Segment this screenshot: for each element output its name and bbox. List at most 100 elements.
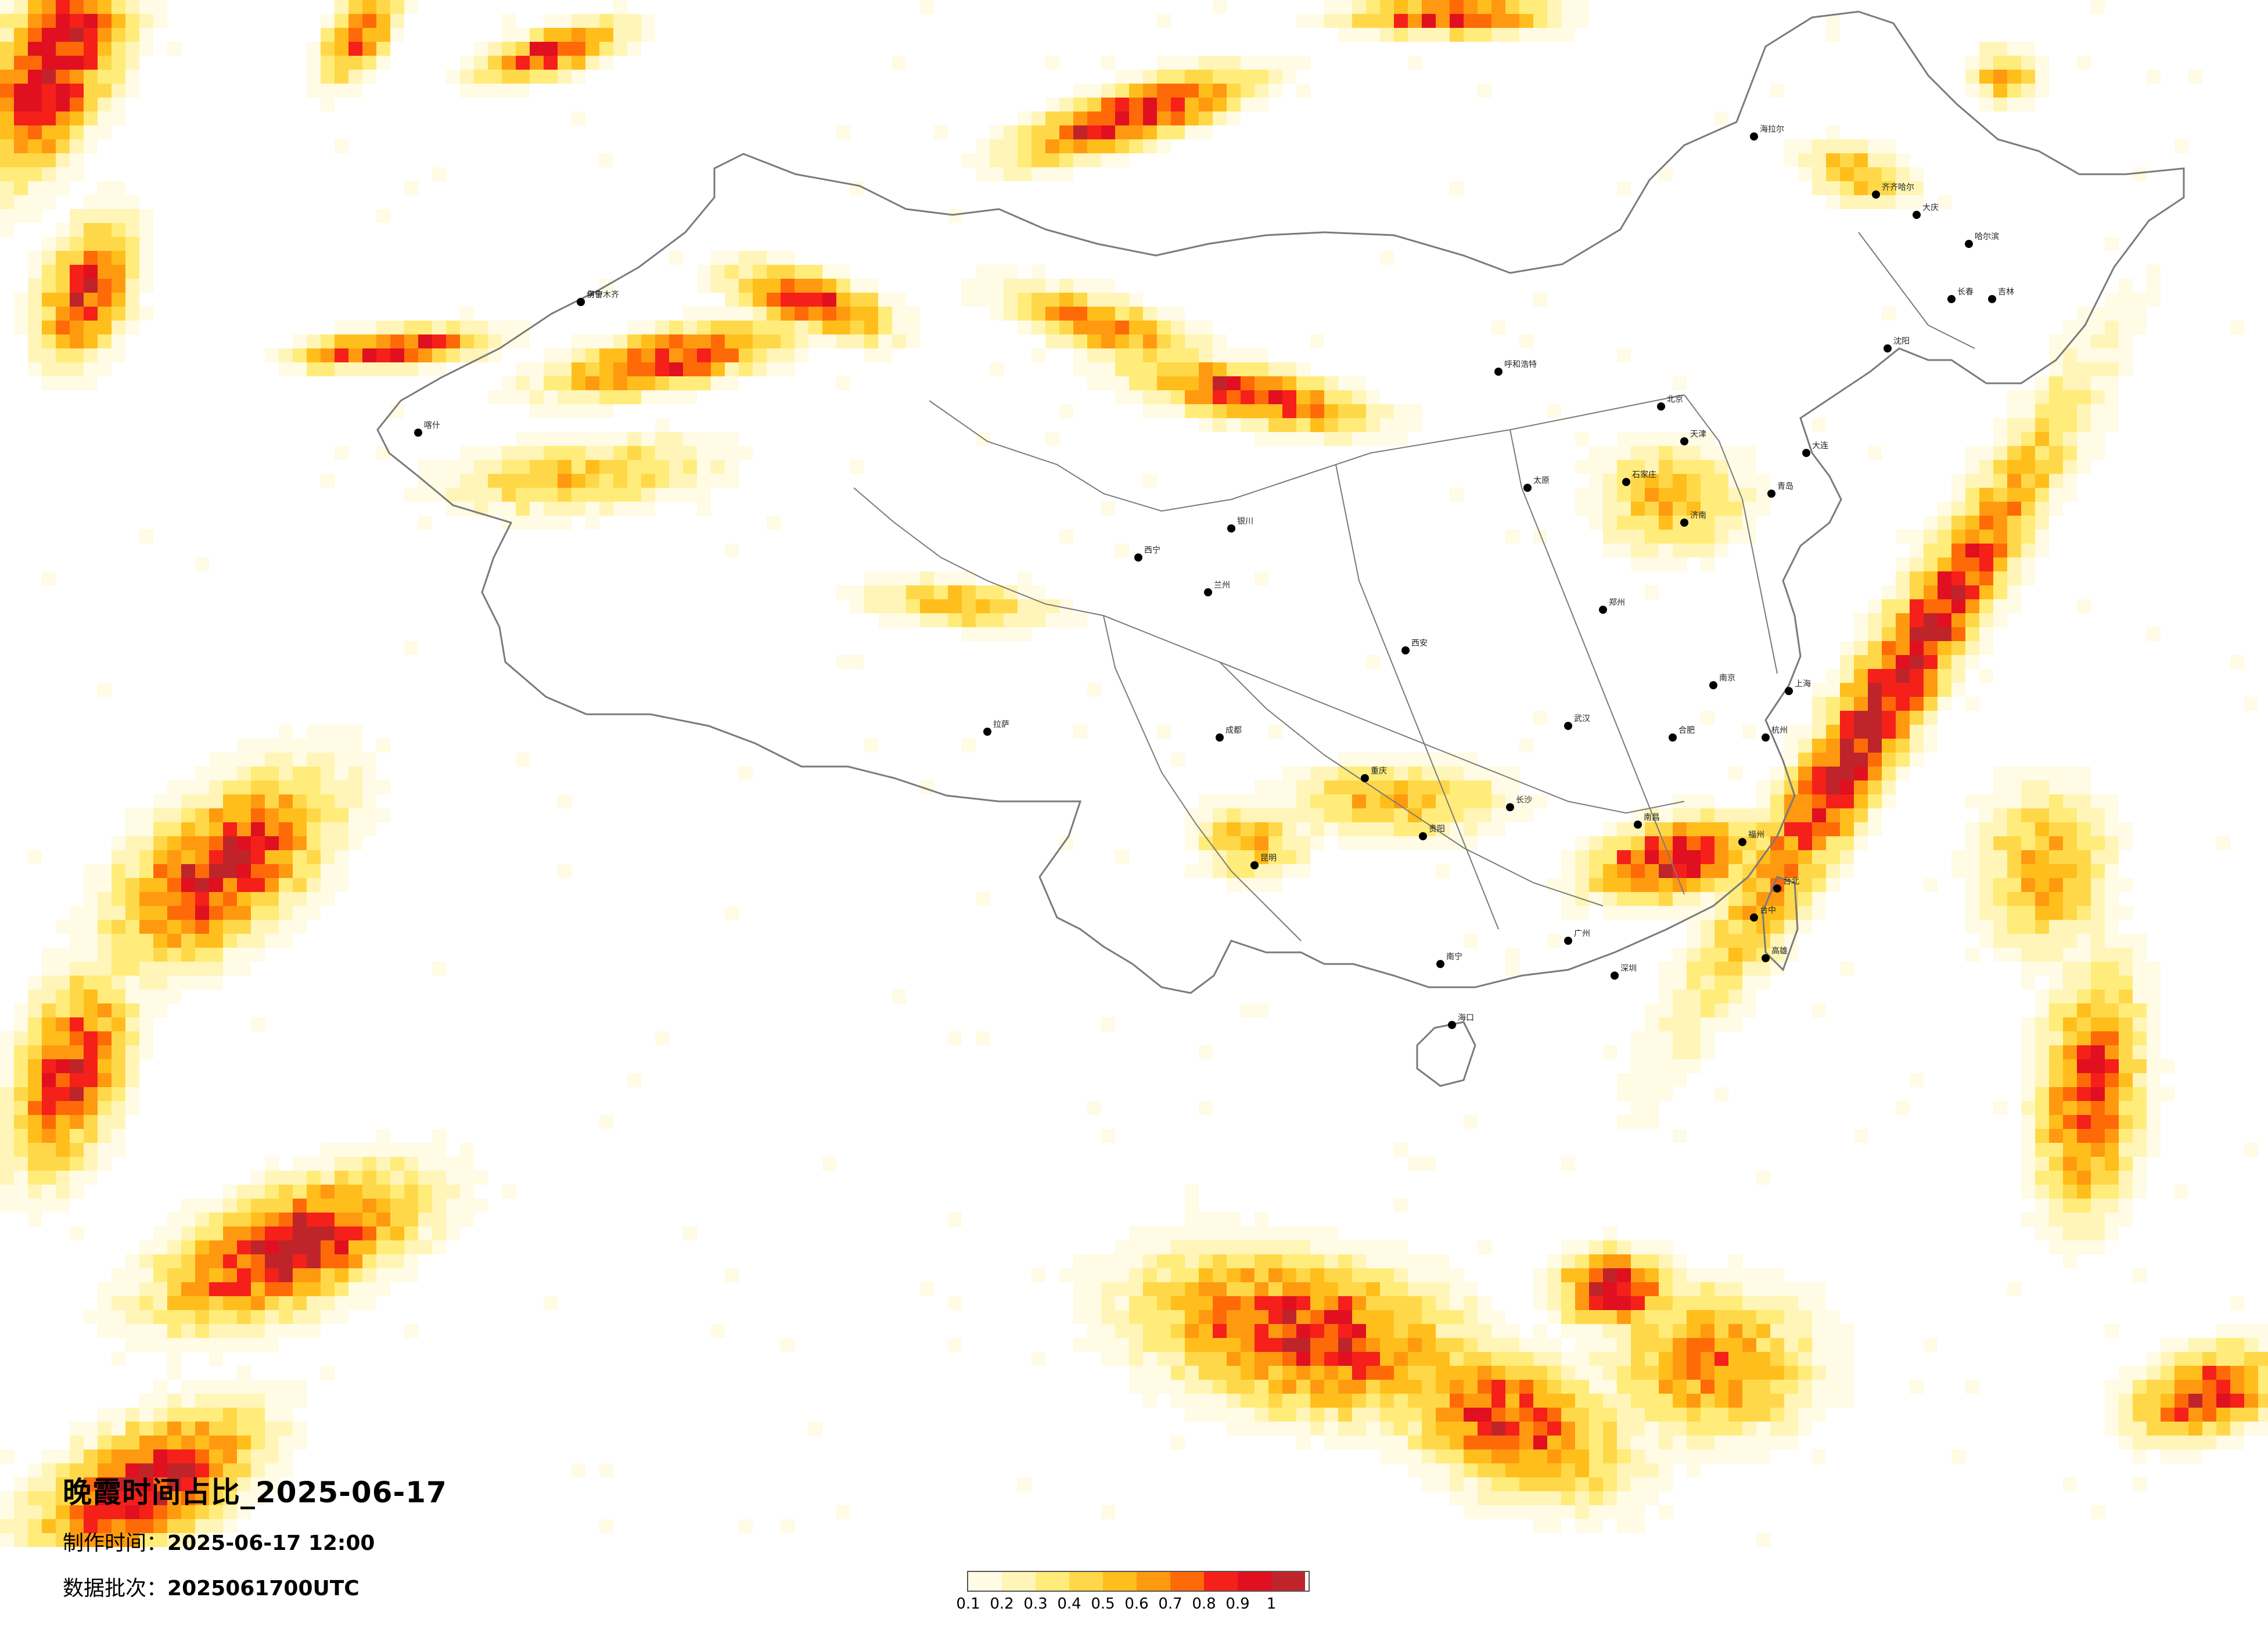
heat-cell	[70, 1519, 84, 1533]
heat-cell	[1854, 711, 1868, 725]
heat-cell	[1059, 530, 1073, 544]
heat-cell	[1728, 808, 1742, 822]
heat-cell	[669, 390, 683, 404]
heat-cell	[1687, 808, 1701, 822]
heat-cell	[42, 98, 56, 111]
heat-cell	[1227, 1394, 1241, 1408]
heat-cell	[84, 237, 98, 251]
heat-cell	[1129, 139, 1143, 153]
heat-cell	[335, 725, 348, 739]
heat-cell	[293, 753, 307, 767]
heat-cell	[1380, 1352, 1394, 1366]
heat-cell	[1073, 293, 1087, 307]
heat-cell	[1659, 502, 1673, 516]
heat-cell	[139, 14, 153, 28]
heat-cell	[2077, 1157, 2091, 1171]
heat-cell	[1268, 362, 1282, 376]
heat-cell	[1910, 571, 1924, 585]
heat-cell	[28, 1505, 42, 1519]
heat-cell	[1742, 1310, 1756, 1324]
heat-cell	[1296, 390, 1310, 404]
heat-cell	[613, 376, 627, 390]
heat-cell	[28, 251, 42, 265]
heat-cell	[2049, 808, 2063, 822]
heat-cell	[683, 362, 697, 376]
heat-cell	[1352, 390, 1366, 404]
heat-cell	[307, 42, 321, 56]
heat-cell	[390, 28, 404, 42]
heat-cell	[335, 446, 348, 460]
heat-cell	[1380, 1254, 1394, 1268]
heat-cell	[1645, 1352, 1659, 1366]
heat-cell	[237, 1226, 251, 1240]
heat-cell	[112, 279, 125, 293]
heat-cell	[1575, 878, 1589, 892]
heat-cell	[335, 1185, 348, 1199]
heat-cell	[1561, 1240, 1575, 1254]
heat-cell	[1213, 1324, 1227, 1338]
heat-cell	[404, 1254, 418, 1268]
heat-cell	[112, 948, 125, 962]
heat-cell	[1979, 70, 1993, 84]
heat-cell	[1965, 56, 1979, 70]
heat-cell	[237, 1310, 251, 1324]
heat-cell	[70, 1157, 84, 1171]
heat-cell	[1171, 321, 1185, 334]
color-legend: 0.1 0.2 0.3 0.4 0.5 0.6 0.7 0.8 0.9 1	[956, 1571, 1310, 1615]
heat-cell	[1631, 1087, 1645, 1101]
heat-cell	[2133, 948, 2147, 962]
heat-cell	[1673, 1268, 1687, 1282]
heat-cell	[781, 293, 795, 307]
heat-cell	[125, 1073, 139, 1087]
heat-cell	[2091, 1240, 2105, 1254]
city-marker: 广州	[1564, 929, 1590, 945]
heat-cell	[167, 1226, 181, 1240]
heat-cell	[1659, 1324, 1673, 1338]
heat-cell	[1896, 655, 1910, 669]
heat-cell	[488, 70, 502, 84]
heat-cell	[1394, 404, 1408, 418]
heat-cell	[28, 167, 42, 181]
heat-cell	[2049, 1017, 2063, 1031]
heat-cell	[2049, 1003, 2063, 1017]
heat-cell	[237, 1463, 251, 1477]
heat-cell	[1519, 1491, 1533, 1505]
heat-cell	[781, 334, 795, 348]
heat-cell	[1575, 460, 1589, 474]
heat-cell	[70, 334, 84, 348]
heat-cell	[265, 836, 279, 850]
heat-cell	[1617, 1519, 1631, 1533]
heat-cell	[125, 1282, 139, 1296]
heat-cell	[1742, 934, 1756, 948]
heat-cell	[1268, 432, 1282, 446]
heat-cell	[558, 362, 572, 376]
heat-cell	[251, 1185, 265, 1199]
heat-cell	[2105, 1101, 2119, 1115]
heat-cell	[976, 153, 990, 167]
heat-cell	[335, 780, 348, 794]
heat-cell	[1394, 1268, 1408, 1282]
heat-cell	[293, 780, 307, 794]
heat-cell	[1701, 794, 1715, 808]
heat-cell	[2035, 1017, 2049, 1031]
heat-cell	[1812, 850, 1826, 864]
heat-cell	[2105, 1129, 2119, 1143]
heat-cell	[84, 1101, 98, 1115]
heat-cell	[209, 1213, 223, 1226]
heat-cell	[1561, 14, 1575, 28]
heat-cell	[683, 376, 697, 390]
heat-cell	[544, 56, 558, 70]
heat-cell	[265, 1394, 279, 1408]
heat-cell	[1268, 376, 1282, 390]
heat-cell	[1436, 1449, 1450, 1463]
heat-cell	[2035, 878, 2049, 892]
heat-cell	[1352, 14, 1366, 28]
heat-cell	[98, 111, 112, 125]
heat-cell	[822, 279, 836, 293]
heat-cell	[98, 125, 112, 139]
heat-cell	[0, 1519, 14, 1533]
heat-cell	[1464, 767, 1478, 780]
heat-cell	[1701, 502, 1715, 516]
heat-cell	[2049, 920, 2063, 934]
heat-cell	[195, 1338, 209, 1352]
